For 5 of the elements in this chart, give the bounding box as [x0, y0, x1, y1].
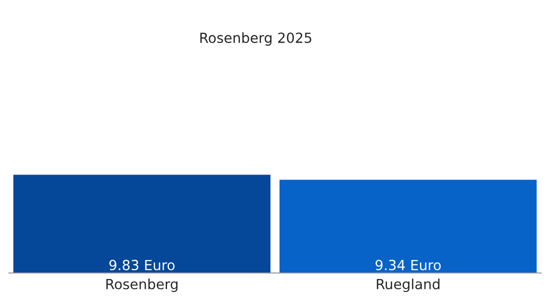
chart-title: Rosenberg 2025: [200, 32, 312, 46]
data-label: 9.34 Euro: [376, 260, 441, 270]
x-tick-label: Ruegland: [376, 278, 440, 292]
data-label: 9.83 Euro: [109, 260, 175, 270]
x-tick-label: Rosenberg: [106, 278, 178, 292]
